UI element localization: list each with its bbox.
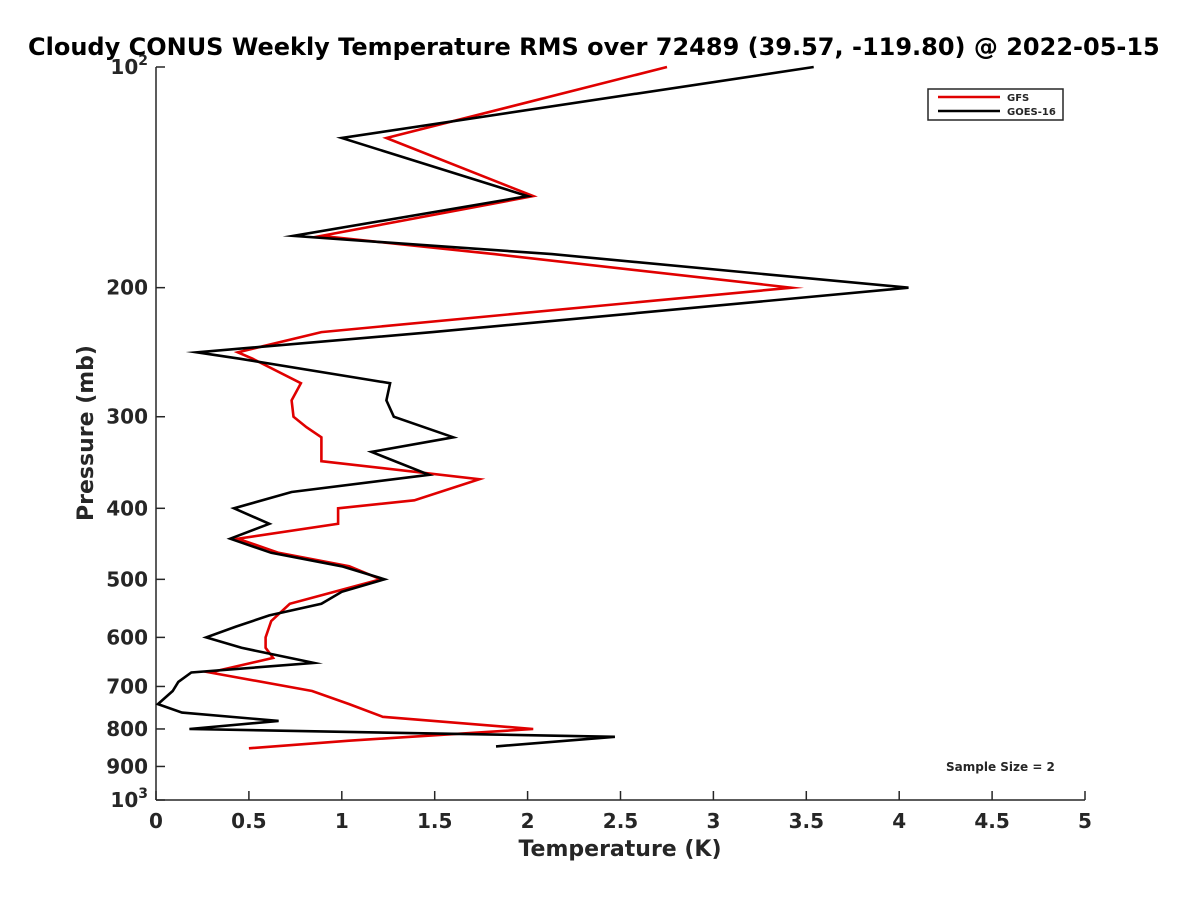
- legend-label-goes-16: GOES-16: [1007, 107, 1056, 118]
- y-axis-label: Pressure (mb): [74, 345, 99, 521]
- x-tick-label: 5: [1078, 809, 1092, 833]
- x-tick-label: 0: [149, 809, 163, 833]
- y-tick-label: 300: [106, 405, 148, 429]
- sample-size-annotation: Sample Size = 2: [946, 760, 1055, 774]
- legend-label-gfs: GFS: [1007, 93, 1029, 104]
- chart-title: Cloudy CONUS Weekly Temperature RMS over…: [28, 33, 1160, 61]
- series-line-goes-16: [155, 65, 909, 748]
- axes: 0 0.5 1 1.5 2 2.5 3 3.5 4 4.5 5 102 200 300 400 500 600 7…: [106, 53, 1092, 833]
- x-tick-label: 3: [706, 809, 720, 833]
- series-layer: [155, 65, 909, 750]
- y-tick-label: 400: [106, 496, 148, 520]
- y-tick-label: 600: [106, 625, 148, 649]
- x-tick-label: 0.5: [231, 809, 266, 833]
- legend-box: [927, 88, 1064, 121]
- y-tick-label: 200: [106, 276, 148, 300]
- x-tick-label: 1.5: [417, 809, 452, 833]
- y-tick-label: 500: [106, 567, 148, 591]
- plot-area: [156, 67, 1085, 800]
- y-tick-label: 900: [106, 754, 148, 778]
- x-axis-label: Temperature (K): [518, 837, 721, 862]
- x-tick-label: 2.5: [603, 809, 638, 833]
- x-tick-label: 2: [521, 809, 535, 833]
- x-tick-label: 3.5: [789, 809, 824, 833]
- x-tick-label: 4: [892, 809, 906, 833]
- y-tick-label: 800: [106, 717, 148, 741]
- x-tick-label: 4.5: [974, 809, 1009, 833]
- y-tick-label: 700: [106, 674, 148, 698]
- legend: GFS GOES-16: [927, 88, 1064, 121]
- series-line-gfs: [203, 65, 804, 750]
- x-tick-label: 1: [335, 809, 349, 833]
- y-tick-label: 103: [110, 786, 148, 812]
- y-tick-label: 102: [110, 53, 148, 79]
